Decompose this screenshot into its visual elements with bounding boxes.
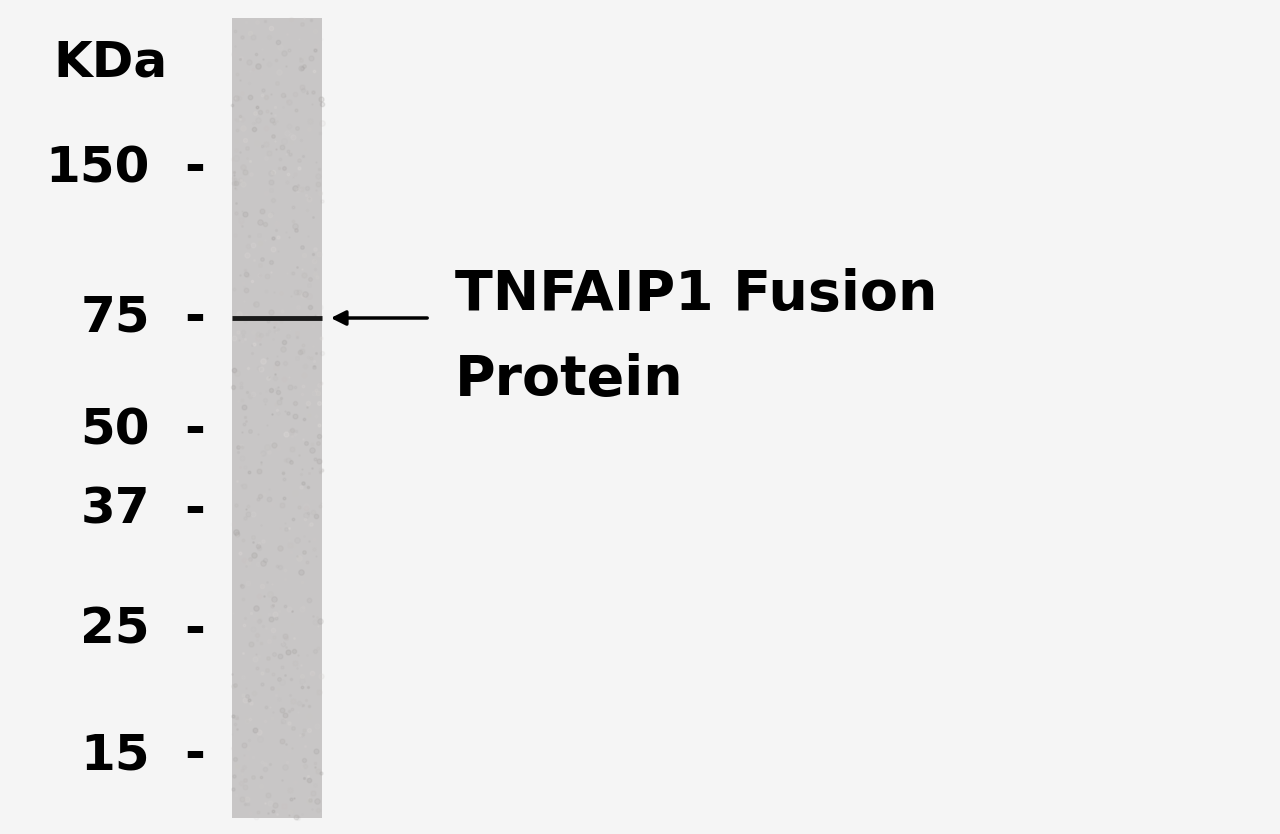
Text: TNFAIP1 Fusion: TNFAIP1 Fusion [454,268,937,322]
Text: 25: 25 [81,606,150,654]
Text: -: - [184,486,205,534]
Text: -: - [184,144,205,192]
Text: Protein: Protein [454,353,684,407]
Text: -: - [184,606,205,654]
Text: 15: 15 [81,731,150,779]
Text: KDa: KDa [52,38,168,86]
Text: 50: 50 [81,406,150,454]
Text: 150: 150 [46,144,150,192]
Text: 37: 37 [81,486,150,534]
Bar [232,18,323,818]
Text: -: - [184,731,205,779]
Text: -: - [184,406,205,454]
Text: 75: 75 [81,294,150,342]
Text: -: - [184,294,205,342]
